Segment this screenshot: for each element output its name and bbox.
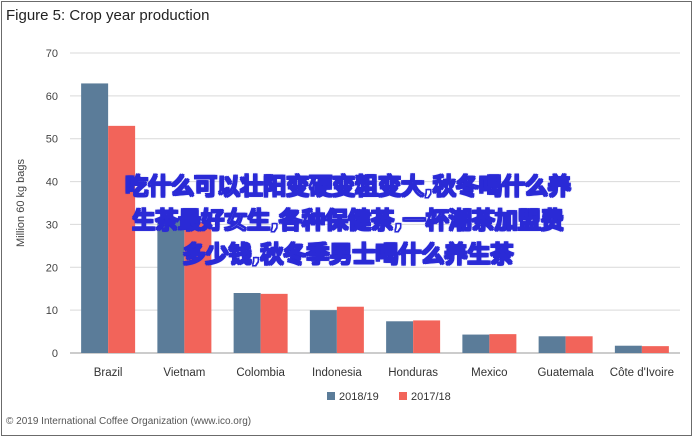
bar-2017-18-5 bbox=[489, 334, 517, 353]
x-tick-label: Indonesia bbox=[312, 367, 362, 379]
y-tick-label: 60 bbox=[46, 91, 58, 103]
bar-2018-19-0 bbox=[81, 83, 109, 353]
bar-2018-19-2 bbox=[233, 293, 261, 353]
x-tick-label: Vietnam bbox=[163, 367, 205, 379]
y-tick-label: 50 bbox=[46, 134, 58, 146]
legend-swatch bbox=[399, 392, 407, 400]
x-tick-label: Honduras bbox=[388, 367, 438, 379]
x-tick-label: Brazil bbox=[94, 367, 123, 379]
bar-2017-18-6 bbox=[565, 336, 593, 353]
y-tick-label: 0 bbox=[52, 348, 58, 360]
chart-title: Figure 5: Crop year production bbox=[6, 7, 210, 24]
bar-2017-18-3 bbox=[336, 306, 364, 353]
bar-2017-18-4 bbox=[413, 320, 441, 353]
bar-2017-18-2 bbox=[260, 293, 288, 353]
bar-2018-19-5 bbox=[462, 334, 490, 353]
bar-2018-19-7 bbox=[614, 345, 642, 353]
bar-2018-19-1 bbox=[157, 220, 185, 353]
bar-2018-19-3 bbox=[309, 310, 337, 353]
bar-2018-19-6 bbox=[538, 336, 566, 353]
bar-2017-18-1 bbox=[184, 222, 212, 353]
x-tick-label: Colombia bbox=[236, 367, 285, 379]
legend-label: 2018/19 bbox=[339, 391, 379, 403]
y-tick-label: 10 bbox=[46, 305, 58, 317]
x-tick-label: Guatemala bbox=[537, 367, 594, 379]
bar-2017-18-0 bbox=[108, 125, 136, 353]
y-tick-label: 30 bbox=[46, 219, 58, 231]
x-tick-label: Côte d'Ivoire bbox=[610, 367, 674, 379]
y-tick-label: 40 bbox=[46, 177, 58, 189]
bar-2017-18-7 bbox=[641, 346, 669, 353]
legend-label: 2017/18 bbox=[411, 391, 451, 403]
y-tick-label: 20 bbox=[46, 262, 58, 274]
y-tick-label: 70 bbox=[46, 48, 58, 60]
legend-swatch bbox=[327, 392, 335, 400]
x-tick-label: Mexico bbox=[471, 367, 507, 379]
bar-2018-19-4 bbox=[386, 321, 414, 353]
source-note: © 2019 International Coffee Organization… bbox=[6, 416, 252, 427]
y-axis-label: Million 60 kg bags bbox=[15, 158, 27, 247]
